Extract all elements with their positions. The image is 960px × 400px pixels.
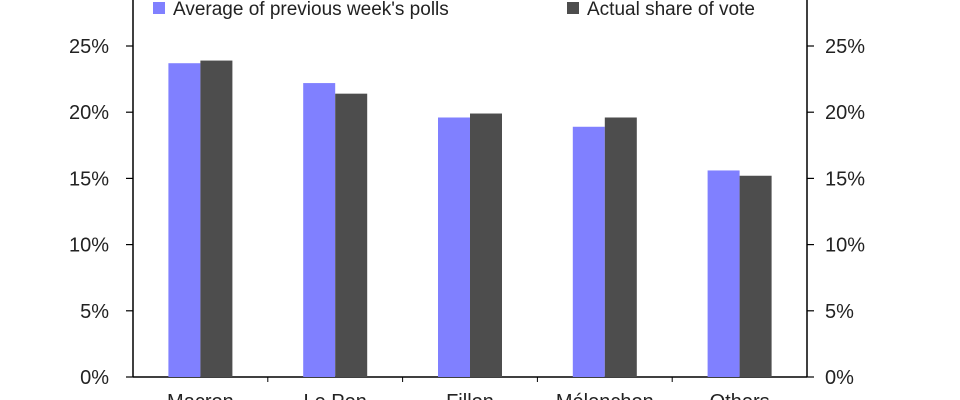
bar-actual-4 — [739, 175, 772, 377]
x-category-label: Mélenchon — [556, 391, 654, 400]
legend-swatch-0 — [153, 2, 165, 14]
bar-actual-1 — [335, 93, 368, 377]
legend-label-1: Actual share of vote — [587, 0, 755, 20]
bar-polls-4 — [707, 170, 740, 377]
bar-actual-0 — [200, 60, 233, 378]
bar-polls-2 — [438, 117, 470, 377]
y-tick-label-left: 10% — [69, 235, 109, 257]
y-tick-label-right: 10% — [825, 235, 865, 257]
bars — [168, 60, 772, 378]
x-category-label: Fillon — [446, 391, 494, 400]
y-tick-label-left: 15% — [69, 168, 109, 190]
y-tick-label-left: 20% — [69, 102, 109, 124]
legend: Average of previous week's polls Actual s… — [153, 0, 755, 20]
bar-actual-2 — [470, 113, 502, 378]
y-tick-label-right: 0% — [825, 367, 854, 389]
y-tick-label-right: 25% — [825, 36, 865, 58]
bar-polls-3 — [572, 126, 605, 377]
y-tick-label-right: 15% — [825, 168, 865, 190]
y-tick-label-right: 5% — [825, 301, 854, 323]
y-tick-label-left: 5% — [80, 301, 109, 323]
legend-label-0: Average of previous week's polls — [173, 0, 449, 20]
labels: 0% 0% 5% 5% 10% 10% 15% 15% 20% 20% 25% 25% Macron Le… — [69, 36, 865, 400]
x-category-label: Le Pen — [304, 391, 367, 400]
bar-polls-1 — [303, 83, 336, 378]
bar-polls-0 — [168, 63, 201, 377]
bar-actual-3 — [604, 117, 637, 377]
x-category-label: Others — [710, 391, 770, 400]
x-category-label: Macron — [167, 391, 234, 400]
y-tick-label-left: 25% — [69, 36, 109, 58]
y-tick-label-right: 20% — [825, 102, 865, 124]
y-tick-label-left: 0% — [80, 367, 109, 389]
legend-swatch-1 — [567, 2, 579, 14]
